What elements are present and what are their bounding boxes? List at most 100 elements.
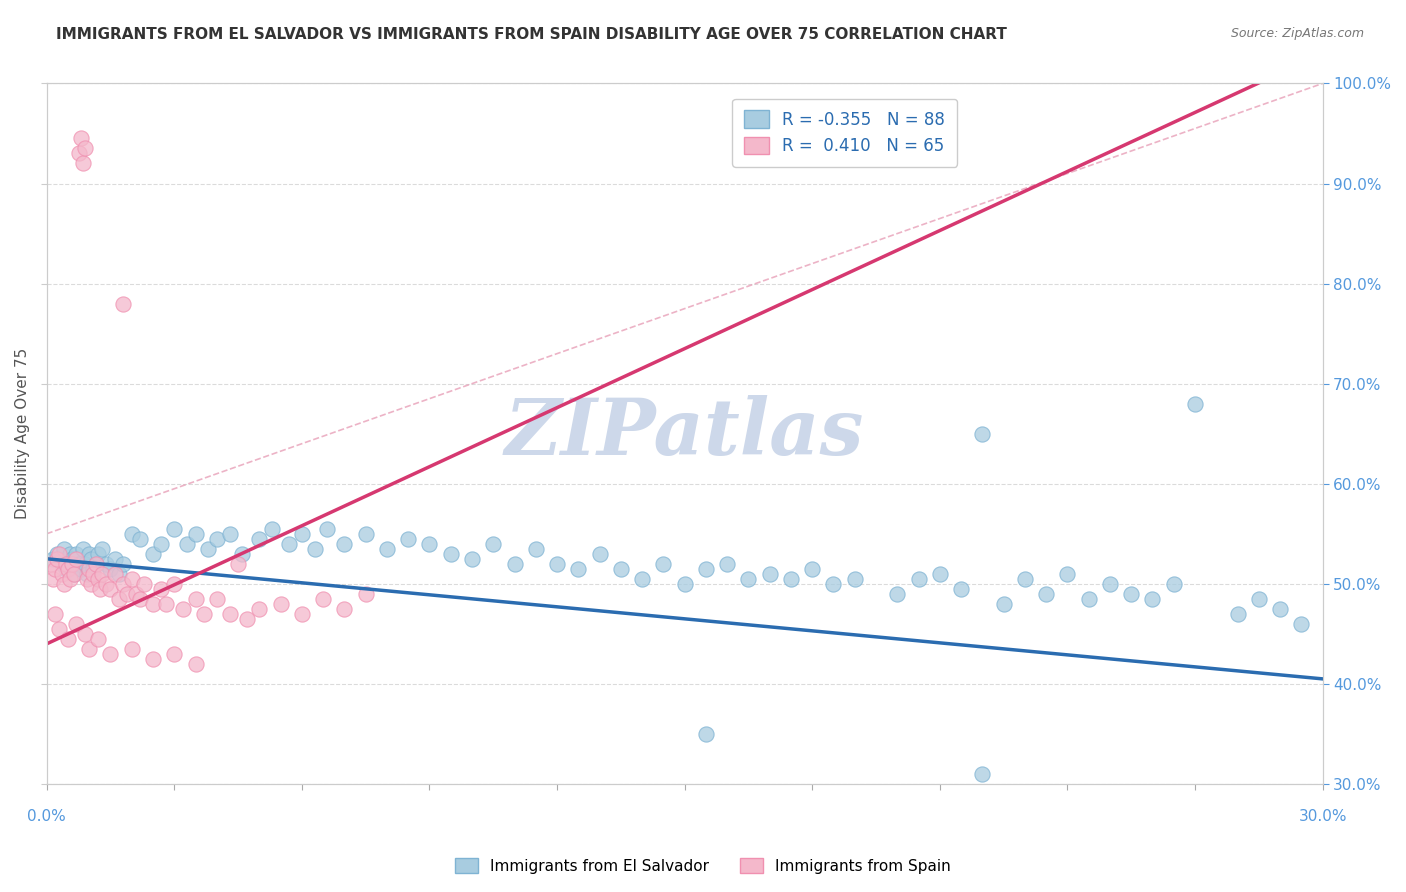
Point <box>291 526 314 541</box>
Point <box>100 562 122 576</box>
Point <box>652 557 675 571</box>
Legend: R = -0.355   N = 88, R =  0.410   N = 65: R = -0.355 N = 88, R = 0.410 N = 65 <box>733 99 957 167</box>
Point <box>205 532 228 546</box>
Point <box>1077 591 1099 606</box>
Text: 30.0%: 30.0% <box>1298 809 1347 824</box>
Point <box>42 572 65 586</box>
Point <box>972 767 994 781</box>
Point <box>65 616 87 631</box>
Point <box>86 572 108 586</box>
Point <box>972 426 994 441</box>
Point <box>112 557 135 571</box>
Point <box>184 526 207 541</box>
Point <box>231 547 253 561</box>
Point <box>304 541 326 556</box>
Point <box>461 551 484 566</box>
Point <box>84 557 107 571</box>
Point <box>72 541 94 556</box>
Point <box>172 602 194 616</box>
Point <box>150 537 173 551</box>
Point <box>1014 572 1036 586</box>
Legend: Immigrants from El Salvador, Immigrants from Spain: Immigrants from El Salvador, Immigrants … <box>449 852 957 880</box>
Point <box>142 547 165 561</box>
Point <box>77 641 100 656</box>
Point <box>695 727 717 741</box>
Point <box>77 562 100 576</box>
Point <box>758 566 780 581</box>
Point <box>60 551 83 566</box>
Point <box>993 597 1015 611</box>
Point <box>125 587 148 601</box>
Point <box>163 522 186 536</box>
Point <box>46 551 69 566</box>
Point <box>48 622 70 636</box>
Point <box>588 547 610 561</box>
Point <box>80 576 103 591</box>
Point <box>278 537 301 551</box>
Point <box>291 607 314 621</box>
Point <box>823 576 845 591</box>
Point <box>1163 576 1185 591</box>
Text: 0.0%: 0.0% <box>27 809 66 824</box>
Point <box>84 557 107 571</box>
Point <box>89 582 111 596</box>
Point <box>1226 607 1249 621</box>
Point <box>312 591 335 606</box>
Point <box>42 551 65 566</box>
Point <box>184 591 207 606</box>
Point <box>1268 602 1291 616</box>
Point <box>396 532 419 546</box>
Point <box>51 557 73 571</box>
Point <box>121 572 143 586</box>
Point <box>48 547 70 561</box>
Point <box>82 566 104 581</box>
Point <box>60 557 83 571</box>
Point <box>86 632 108 646</box>
Point <box>82 562 104 576</box>
Point <box>59 547 82 561</box>
Point <box>226 557 249 571</box>
Point <box>950 582 973 596</box>
Point <box>46 547 69 561</box>
Point <box>928 566 950 581</box>
Point <box>150 582 173 596</box>
Point <box>76 566 98 581</box>
Point <box>907 572 929 586</box>
Point <box>205 591 228 606</box>
Point <box>737 572 759 586</box>
Point <box>247 602 270 616</box>
Point <box>375 541 398 556</box>
Point <box>117 587 139 601</box>
Point <box>76 572 98 586</box>
Point <box>218 526 240 541</box>
Point <box>163 647 186 661</box>
Point <box>121 641 143 656</box>
Point <box>142 652 165 666</box>
Point <box>56 557 79 571</box>
Point <box>69 131 91 145</box>
Point <box>1056 566 1078 581</box>
Point <box>91 566 114 581</box>
Point <box>96 557 118 571</box>
Point <box>631 572 654 586</box>
Point <box>886 587 908 601</box>
Point <box>155 597 177 611</box>
Text: ZIPatlas: ZIPatlas <box>505 395 865 472</box>
Point <box>418 537 440 551</box>
Point <box>63 566 86 581</box>
Point <box>55 557 77 571</box>
Point <box>73 557 96 571</box>
Point <box>77 547 100 561</box>
Point <box>695 562 717 576</box>
Point <box>482 537 505 551</box>
Point <box>96 576 118 591</box>
Point <box>262 522 284 536</box>
Text: IMMIGRANTS FROM EL SALVADOR VS IMMIGRANTS FROM SPAIN DISABILITY AGE OVER 75 CORR: IMMIGRANTS FROM EL SALVADOR VS IMMIGRANT… <box>56 27 1007 42</box>
Point <box>503 557 526 571</box>
Point <box>121 526 143 541</box>
Point <box>56 562 79 576</box>
Point <box>80 551 103 566</box>
Point <box>780 572 803 586</box>
Point <box>73 627 96 641</box>
Point <box>247 532 270 546</box>
